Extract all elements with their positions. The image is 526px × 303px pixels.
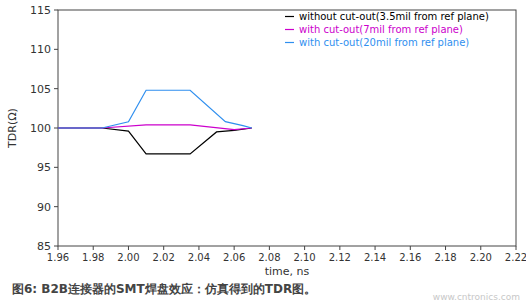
x-tick-label: 2.22 <box>505 252 526 263</box>
legend-label: with cut-out(7mil from ref plane) <box>299 24 463 35</box>
legend-label: without cut-out(3.5mil from ref plane) <box>299 11 489 22</box>
y-tick-label: 100 <box>30 122 51 135</box>
y-tick <box>54 246 58 247</box>
x-tick-label: 2.04 <box>188 252 210 263</box>
y-axis-label: TDR(Ω) <box>6 108 19 149</box>
x-tick-label: 2.16 <box>399 252 421 263</box>
x-tick <box>445 246 446 250</box>
x-tick-label: 2.20 <box>470 252 492 263</box>
chart: 8590951001051101151.961.982.002.022.042.… <box>0 0 526 303</box>
series-line <box>58 90 252 128</box>
y-tick-label: 110 <box>30 43 51 56</box>
y-tick-label: 90 <box>37 201 51 214</box>
x-tick-label: 1.96 <box>47 252 69 263</box>
y-tick-label: 105 <box>30 83 51 96</box>
x-tick <box>58 246 59 250</box>
x-axis-label: time, ns <box>265 265 310 278</box>
x-tick <box>128 246 129 250</box>
x-tick-label: 2.02 <box>153 252 175 263</box>
plot-frame <box>58 10 516 246</box>
x-tick-label: 2.14 <box>364 252 386 263</box>
x-tick <box>516 246 517 250</box>
x-tick <box>375 246 376 250</box>
x-tick <box>269 246 270 250</box>
x-tick <box>93 246 94 250</box>
x-tick <box>198 246 199 250</box>
x-tick-label: 1.98 <box>82 252 104 263</box>
y-tick <box>54 128 58 129</box>
watermark: www.cntronics.com <box>433 292 520 302</box>
legend-swatch <box>285 16 294 17</box>
legend-label: with cut-out(20mil from ref plane) <box>299 37 469 48</box>
series-group <box>58 90 252 154</box>
y-tick <box>54 49 58 50</box>
y-tick <box>54 10 58 11</box>
x-tick <box>410 246 411 250</box>
x-tick-label: 2.00 <box>117 252 139 263</box>
y-tick-label: 115 <box>30 4 51 17</box>
series-line <box>58 128 252 154</box>
x-tick <box>163 246 164 250</box>
x-tick-label: 2.08 <box>258 252 280 263</box>
y-tick-label: 95 <box>37 161 51 174</box>
legend-swatch <box>285 42 294 43</box>
y-tick <box>54 167 58 168</box>
y-tick <box>54 88 58 89</box>
legend-swatch <box>285 29 294 30</box>
y-tick <box>54 206 58 207</box>
caption: 图6: B2B连接器的SMT焊盘效应：仿真得到的TDR图。 <box>12 282 316 296</box>
x-tick-label: 2.12 <box>329 252 351 263</box>
x-tick-label: 2.18 <box>434 252 456 263</box>
x-tick <box>480 246 481 250</box>
x-tick-label: 2.10 <box>293 252 315 263</box>
x-tick <box>304 246 305 250</box>
x-tick <box>339 246 340 250</box>
series-line <box>58 125 252 130</box>
x-tick <box>234 246 235 250</box>
x-tick-label: 2.06 <box>223 252 245 263</box>
